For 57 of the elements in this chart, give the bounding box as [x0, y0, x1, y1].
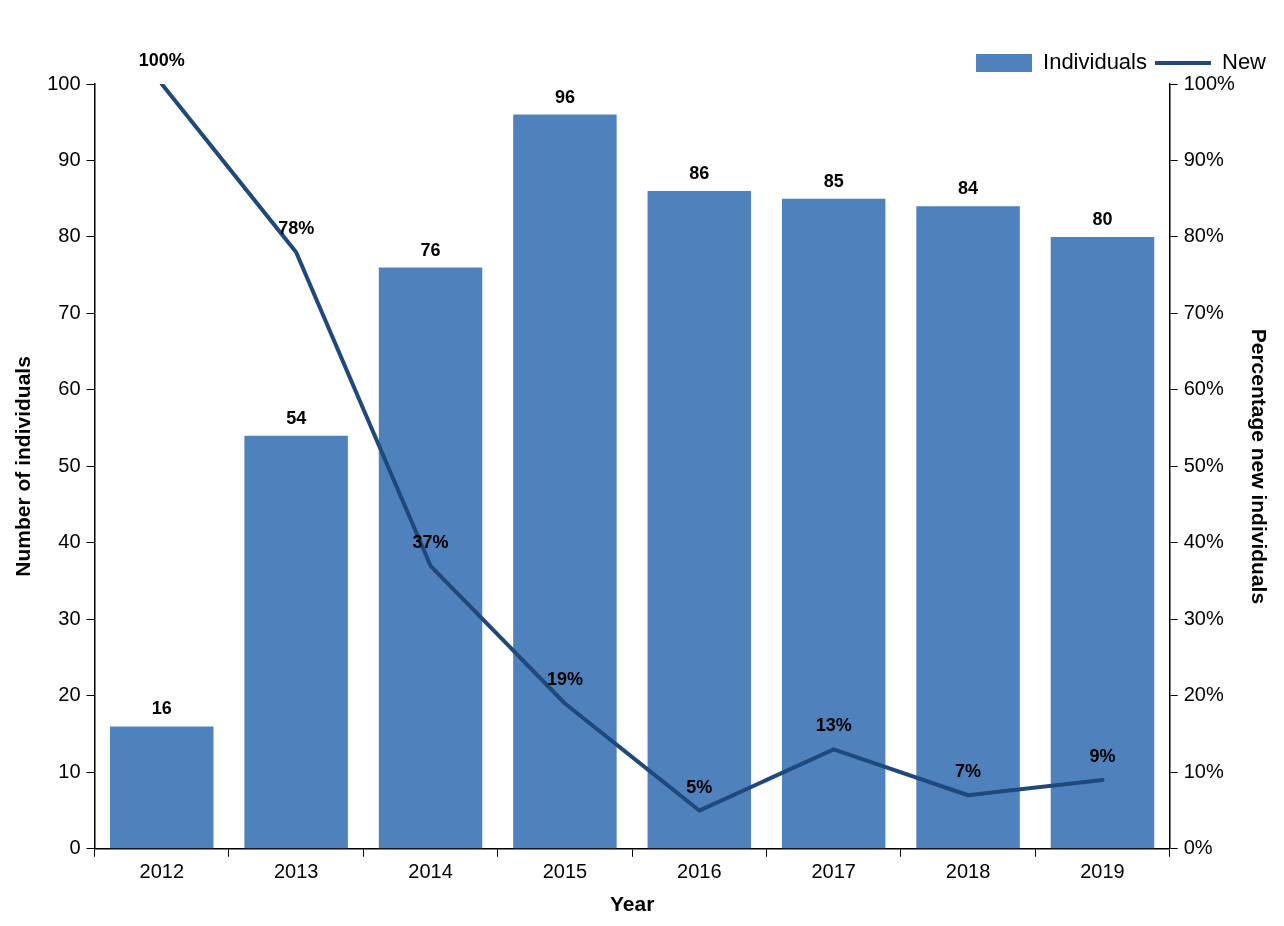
bar	[110, 726, 214, 849]
y-tick-label: 70	[58, 300, 81, 323]
bar	[916, 206, 1020, 849]
y-tick-label: 40	[58, 530, 81, 553]
bar	[647, 191, 752, 849]
data-label: 80	[1092, 208, 1113, 229]
y2-tick-label: 60%	[1183, 377, 1224, 400]
y2-tick-label: 70%	[1183, 300, 1224, 323]
y-tick-label: 30	[58, 606, 81, 629]
y-tick-label: 10	[58, 759, 81, 782]
data-label: 96	[554, 86, 575, 107]
x-tick-label: 2014	[408, 860, 453, 883]
x-tick-label: 2019	[1080, 860, 1125, 883]
legend-label: Individuals	[1043, 49, 1147, 75]
bar	[781, 198, 886, 849]
y2-tick-label: 90%	[1183, 148, 1224, 170]
data-label: 78%	[278, 218, 315, 239]
data-label: 13%	[815, 715, 852, 736]
y2-tick-label: 30%	[1183, 606, 1224, 629]
y-tick-label: 100	[47, 71, 81, 94]
bar	[244, 435, 348, 849]
data-label: 19%	[546, 669, 583, 690]
data-label: 85	[823, 170, 844, 191]
y2-tick-label: 40%	[1183, 530, 1224, 553]
y-axis-title: Number of individuals	[11, 356, 35, 577]
y-tick-label: 0	[69, 836, 81, 859]
bar	[513, 114, 617, 849]
y2-axis-title: Percentage new individuals	[1247, 328, 1271, 605]
data-label: 100%	[138, 49, 185, 70]
y-tick-label: 60	[58, 377, 81, 400]
x-tick-label: 2017	[811, 860, 856, 883]
y2-tick-label: 10%	[1183, 759, 1224, 782]
data-label: 84	[958, 178, 979, 199]
y2-tick-label: 0%	[1183, 836, 1213, 859]
y2-tick-label: 80%	[1183, 224, 1224, 247]
data-label: 5%	[686, 776, 713, 797]
data-label: 37%	[412, 531, 449, 552]
data-label: 54	[286, 407, 307, 428]
bar	[1050, 236, 1155, 849]
y-tick-label: 80	[58, 224, 81, 247]
x-tick-label: 2018	[945, 860, 991, 883]
data-label: 7%	[955, 761, 982, 782]
y2-tick-label: 20%	[1183, 683, 1224, 706]
data-label: 16	[151, 698, 172, 719]
x-tick-label: 2016	[677, 860, 722, 883]
x-axis-title: Year	[609, 892, 655, 916]
data-label: 76	[420, 239, 441, 260]
x-tick-label: 2012	[139, 860, 185, 883]
y-tick-label: 50	[58, 453, 81, 476]
x-tick-label: 2015	[542, 860, 588, 883]
data-label: 9%	[1089, 745, 1116, 766]
data-label: 86	[689, 163, 710, 184]
y-tick-label: 90	[58, 148, 81, 170]
y2-tick-label: 50%	[1183, 453, 1224, 476]
bar	[378, 267, 483, 849]
x-tick-label: 2013	[273, 860, 319, 883]
y-tick-label: 20	[58, 683, 81, 706]
